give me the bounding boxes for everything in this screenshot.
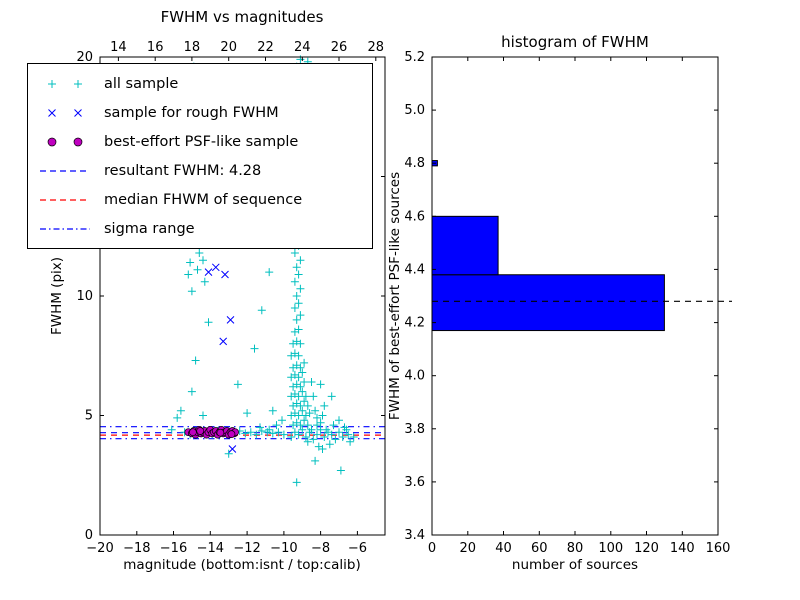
tick-label: 20: [76, 50, 93, 65]
dashed-line-icon: [38, 192, 96, 208]
tick-label: −10: [270, 541, 297, 556]
tick-label: −18: [123, 541, 150, 556]
tick-label: 80: [567, 541, 584, 556]
plus-marker-icon: [38, 76, 96, 92]
dashdot-line-icon: [38, 221, 96, 237]
tick-label: −8: [311, 541, 330, 556]
tick-label: 140: [670, 541, 695, 556]
legend-item-label: resultant FWHM: 4.28: [104, 162, 262, 179]
tick-label: 10: [76, 289, 93, 304]
tick-label: 24: [294, 40, 311, 55]
tick-label: 20: [460, 541, 477, 556]
tick-label: 5.0: [404, 103, 425, 118]
tick-label: −20: [86, 541, 113, 556]
tick-label: 18: [184, 40, 201, 55]
legend-marker-glyph: [48, 108, 82, 117]
circle-marker-icon: [38, 134, 96, 150]
tick-label: −12: [233, 541, 260, 556]
psf-point: [216, 428, 225, 437]
legend-item-label: sample for rough FWHM: [104, 104, 279, 121]
tick-label: 22: [257, 40, 274, 55]
hist-title: histogram of FWHM: [501, 33, 649, 51]
axes-frame: [99, 56, 386, 536]
legend-item-all-sample: all sample: [38, 69, 372, 98]
legend-item-sigma-range: sigma range: [38, 214, 372, 243]
tick-label: 4.4: [404, 262, 425, 277]
x-series: [204, 263, 237, 453]
legend-item-label: all sample: [104, 75, 179, 92]
hist-ylabel: FWHM of best-effort PSF-like sources: [387, 171, 403, 421]
tick-label: 40: [495, 541, 512, 556]
legend-item-psf-sample: best-effort PSF-like sample: [38, 127, 372, 156]
x-marker-icon: [38, 105, 96, 121]
tick-label: 3.4: [404, 528, 425, 543]
axes-frame: [431, 56, 719, 536]
psf-point: [227, 430, 236, 438]
tick-label: 60: [531, 541, 548, 556]
hist-xlabel: number of sources: [511, 557, 639, 573]
legend-marker-glyph: [48, 79, 82, 88]
tick-label: 5.2: [404, 50, 425, 65]
tick-label: 14: [110, 40, 127, 55]
legend-item-label: best-effort PSF-like sample: [104, 133, 299, 150]
dashed-line-icon: [38, 163, 96, 179]
legend-marker-glyph: [40, 227, 90, 230]
legend-item-rough-fwhm: sample for rough FWHM: [38, 98, 372, 127]
scatter-ylabel: FWHM (pix): [49, 256, 65, 336]
scatter-title: FWHM vs magnitudes: [160, 8, 324, 26]
scatter-xlabel: magnitude (bottom:isnt / top:calib): [123, 557, 361, 573]
tick-label: 5: [85, 409, 93, 424]
psf-point: [189, 428, 197, 437]
tick-label: −14: [197, 541, 224, 556]
tick-label: 20: [220, 40, 237, 55]
legend-marker-glyph: [40, 169, 90, 172]
tick-label: 3.8: [404, 422, 425, 437]
legend-marker-glyph: [47, 137, 83, 146]
tick-label: −16: [160, 541, 187, 556]
tick-label: 160: [706, 541, 731, 556]
tick-label: 4.8: [404, 156, 425, 171]
hist-bar: [431, 215, 499, 276]
legend-item-label: sigma range: [104, 220, 195, 237]
tick-label: 120: [634, 541, 659, 556]
tick-label: 4.2: [404, 316, 425, 331]
psf-point: [196, 427, 205, 435]
tick-label: 26: [331, 40, 348, 55]
legend-box: all sample sample for rough FWHM best-ef…: [27, 63, 373, 249]
legend-item-label: median FHWM of sequence: [104, 191, 303, 208]
tick-label: 28: [368, 40, 385, 55]
tick-label: 0: [85, 528, 93, 543]
legend-marker-glyph: [40, 198, 90, 201]
legend-item-median-fwhm: median FHWM of sequence: [38, 185, 372, 214]
tick-label: 100: [598, 541, 623, 556]
tick-label: 4.0: [404, 369, 425, 384]
tick-label: 0: [428, 541, 436, 556]
tick-label: −6: [348, 541, 367, 556]
tick-label: 4.6: [404, 209, 425, 224]
legend-item-resultant-fwhm: resultant FWHM: 4.28: [38, 156, 372, 185]
hist-bar: [431, 274, 665, 332]
tick-label: 16: [147, 40, 164, 55]
tick-label: 3.6: [404, 475, 425, 490]
